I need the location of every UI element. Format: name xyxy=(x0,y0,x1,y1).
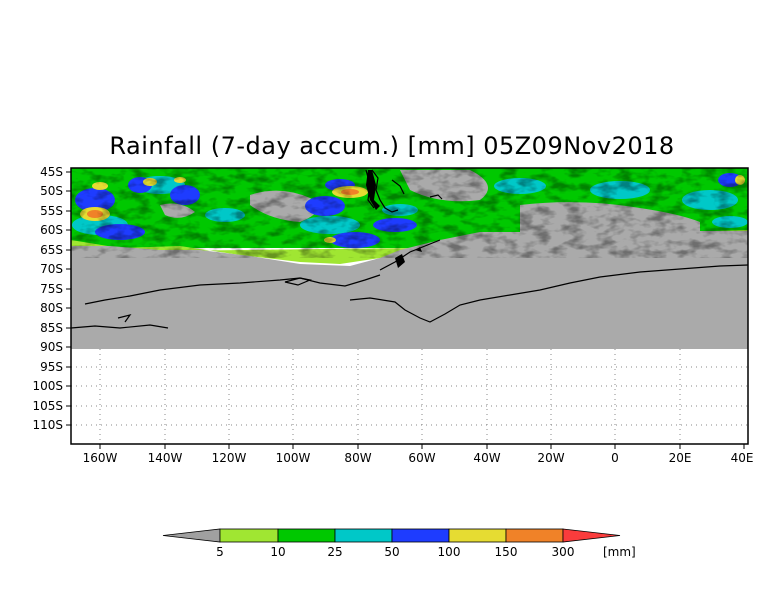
lat-label: 95S xyxy=(40,360,63,374)
lat-label: 100S xyxy=(32,379,63,393)
colorbar-swatch xyxy=(334,528,393,543)
colorbar-level-label: 5 xyxy=(216,545,224,559)
colorbar-swatch xyxy=(162,528,221,543)
colorbar-level-label: 300 xyxy=(551,545,575,559)
lat-label: 85S xyxy=(40,321,63,335)
peninsula-outline xyxy=(366,170,422,268)
lon-label: 160W xyxy=(82,451,118,465)
colorbar-swatch xyxy=(448,528,507,543)
lat-label: 110S xyxy=(32,418,63,432)
colorbar-swatch xyxy=(391,528,450,543)
lon-label: 120W xyxy=(211,451,247,465)
lat-label: 65S xyxy=(40,243,63,257)
lon-label: 40W xyxy=(473,451,501,465)
axis-ticks xyxy=(66,171,745,449)
map-frame xyxy=(70,167,749,445)
lat-label: 105S xyxy=(32,399,63,413)
map-title: Rainfall (7-day accum.) [mm] 05Z09Nov201… xyxy=(109,132,675,160)
colorbar-level-label: 100 xyxy=(437,545,461,559)
grid-lines xyxy=(71,349,748,444)
lon-label: 20W xyxy=(537,451,565,465)
lat-label: 55S xyxy=(40,204,63,218)
lon-label: 140W xyxy=(147,451,183,465)
lon-label: 40E xyxy=(730,451,754,465)
lon-label: 80W xyxy=(344,451,372,465)
colorbar-swatch xyxy=(219,528,279,543)
coastlines xyxy=(71,169,748,329)
lon-label: 0 xyxy=(611,451,619,465)
lon-label: 60W xyxy=(408,451,436,465)
lon-label: 20E xyxy=(668,451,692,465)
colorbar-level-label: 10 xyxy=(270,545,286,559)
lat-label: 60S xyxy=(40,223,63,237)
lat-label: 70S xyxy=(40,262,63,276)
colorbar-units: [mm] xyxy=(603,545,636,559)
lat-label: 50S xyxy=(40,184,63,198)
lon-label: 100W xyxy=(275,451,311,465)
colorbar-level-label: 150 xyxy=(494,545,518,559)
lat-label: 90S xyxy=(40,340,63,354)
colorbar-swatch xyxy=(562,528,621,543)
lat-label: 80S xyxy=(40,301,63,315)
colorbar-swatch xyxy=(277,528,336,543)
no-data-region xyxy=(71,231,748,349)
lat-label: 75S xyxy=(40,282,63,296)
colorbar-level-label: 25 xyxy=(327,545,343,559)
colorbar-level-label: 50 xyxy=(384,545,400,559)
colorbar-swatch xyxy=(505,528,564,543)
lat-label: 45S xyxy=(40,165,63,179)
